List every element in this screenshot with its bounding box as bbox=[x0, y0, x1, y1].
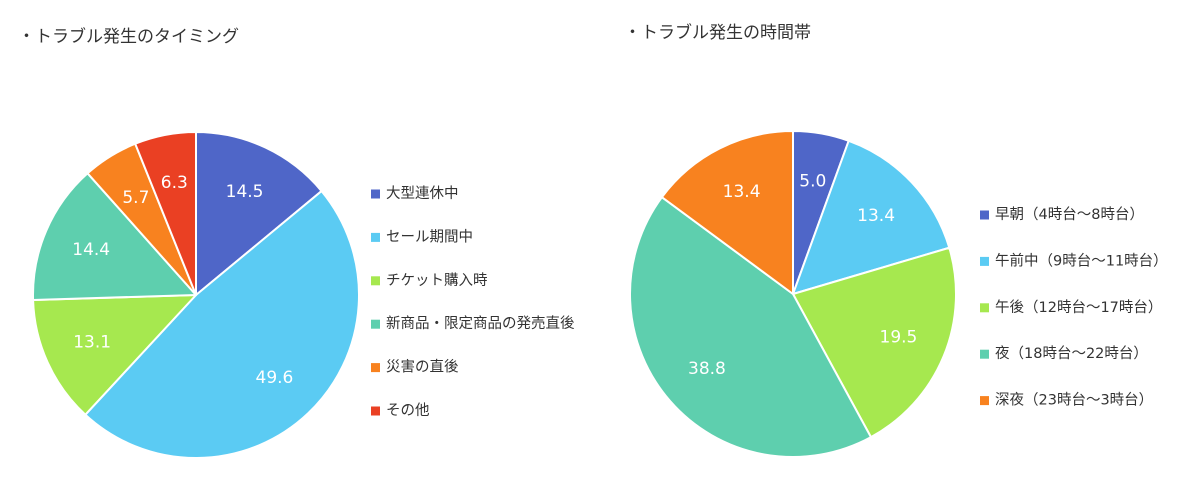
pie-slices-timing bbox=[32, 131, 360, 459]
legend-label-timing-6: その他 bbox=[386, 402, 430, 419]
legend-swatch-time-of-day-4 bbox=[980, 349, 989, 359]
legend-label-time-of-day-3: 午後（12時台～17時台） bbox=[995, 299, 1162, 316]
chart-title-timing: ・トラブル発生のタイミング bbox=[18, 26, 239, 47]
pie-slice-time-of-day-2 bbox=[792, 139, 951, 295]
legend-label-timing-1: 大型連休中 bbox=[386, 185, 459, 202]
legend-swatch-timing-5 bbox=[371, 363, 380, 373]
slice-value-label-timing-4: 14.4 bbox=[72, 240, 110, 260]
legend-time-of-day: 早朝（4時台～8時台） 午前中（9時台～11時台） 午後（12時台～17時台） 夜（1… bbox=[980, 206, 1168, 409]
pie-chart-timing: ・トラブル発生のタイミング 14.5 49.6 13.1 14.4 5.7 6.3 大型連… bbox=[18, 26, 575, 459]
legend-swatch-time-of-day-5 bbox=[980, 396, 989, 406]
pie-labels-timing: 14.5 49.6 13.1 14.4 5.7 6.3 bbox=[72, 173, 293, 388]
legend-label-timing-4: 新商品・限定商品の発売直後 bbox=[386, 315, 575, 332]
slice-value-label-timing-5: 5.7 bbox=[122, 188, 149, 208]
legend-label-time-of-day-1: 早朝（4時台～8時台） bbox=[995, 206, 1144, 223]
legend-label-timing-5: 災害の直後 bbox=[386, 359, 459, 376]
slice-value-label-timing-3: 13.1 bbox=[73, 332, 111, 352]
pie-slice-timing-6 bbox=[134, 131, 197, 296]
pie-slice-time-of-day-3 bbox=[792, 246, 957, 439]
pie-slice-timing-1 bbox=[195, 131, 323, 296]
pie-slice-time-of-day-4 bbox=[629, 196, 872, 458]
pie-slice-timing-3 bbox=[32, 294, 197, 416]
pie-labels-time-of-day: 5.0 13.4 19.5 38.8 13.4 bbox=[688, 172, 917, 379]
legend-swatch-time-of-day-2 bbox=[980, 256, 989, 266]
slice-value-label-time-of-day-2: 13.4 bbox=[857, 206, 895, 226]
pie-slice-timing-2 bbox=[84, 190, 360, 459]
legend-swatch-time-of-day-1 bbox=[980, 210, 989, 220]
legend-label-time-of-day-5: 深夜（23時台～3時台） bbox=[995, 392, 1153, 409]
pie-slice-timing-4 bbox=[32, 172, 197, 301]
legend-label-time-of-day-4: 夜（18時台～22時台） bbox=[995, 345, 1148, 362]
legend-swatch-time-of-day-3 bbox=[980, 303, 989, 313]
slice-value-label-timing-1: 14.5 bbox=[226, 182, 264, 202]
legend-swatch-timing-3 bbox=[371, 276, 380, 286]
legend-swatch-timing-4 bbox=[371, 319, 380, 329]
slice-value-label-timing-6: 6.3 bbox=[161, 173, 188, 193]
pie-slices-time-of-day bbox=[629, 130, 957, 458]
chart-title-time-of-day: ・トラブル発生の時間帯 bbox=[624, 22, 811, 43]
slice-value-label-time-of-day-5: 13.4 bbox=[723, 182, 761, 202]
legend-label-timing-2: セール期間中 bbox=[386, 228, 473, 245]
legend-swatch-timing-1 bbox=[371, 189, 380, 199]
slice-value-label-time-of-day-1: 5.0 bbox=[799, 172, 826, 192]
slice-value-label-time-of-day-4: 38.8 bbox=[688, 359, 726, 379]
pie-slice-time-of-day-5 bbox=[660, 130, 794, 295]
legend-swatch-timing-2 bbox=[371, 232, 380, 242]
legend-swatch-timing-6 bbox=[371, 406, 380, 416]
slice-value-label-time-of-day-3: 19.5 bbox=[880, 328, 918, 348]
legend-label-time-of-day-2: 午前中（9時台～11時台） bbox=[995, 252, 1168, 269]
slice-value-label-timing-2: 49.6 bbox=[256, 368, 294, 388]
pie-chart-time-of-day: ・トラブル発生の時間帯 5.0 13.4 19.5 38.8 13.4 早朝（4時台～8… bbox=[624, 22, 1168, 458]
legend-label-timing-3: チケット購入時 bbox=[386, 272, 488, 289]
